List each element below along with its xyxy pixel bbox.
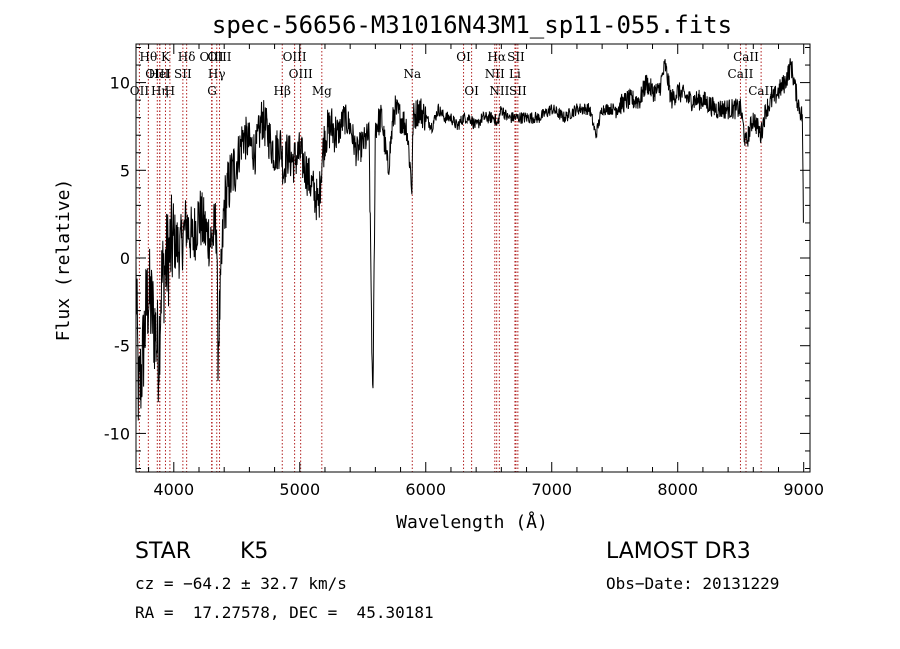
- spectral-line-label: OIII: [200, 50, 224, 64]
- spectral-line-label: Hγ: [208, 67, 226, 81]
- x-axis-label: Wavelength (Å): [396, 511, 548, 533]
- spectral-line-label: CaII: [728, 67, 754, 81]
- spectral-line-label: Hα: [487, 50, 506, 64]
- y-tick-label: -10: [104, 424, 130, 443]
- spectral-line-label: Hη: [151, 84, 169, 98]
- y-tick-label: 0: [120, 249, 130, 268]
- obs-date: Obs−Date: 20131229: [606, 574, 780, 593]
- y-tick-label: 5: [120, 161, 130, 180]
- spectral-line-label: Mg: [312, 84, 332, 98]
- x-tick-label: 6000: [405, 480, 446, 499]
- spectral-line-label: Hβ: [274, 84, 291, 98]
- object-class: STAR: [135, 539, 192, 564]
- spectral-line-label: G: [207, 84, 217, 98]
- spectral-line-label: H: [165, 84, 175, 98]
- x-tick-label: 9000: [783, 480, 824, 499]
- spectral-line-label: OIII: [207, 50, 231, 64]
- spectral-line-label: SII: [174, 67, 192, 81]
- spectral-line-label: OIII: [289, 67, 313, 81]
- spectral-line-label: NII: [485, 67, 505, 81]
- spectral-line-label: CaII: [733, 50, 759, 64]
- spectral-line-label: OI: [456, 50, 471, 64]
- spectral-line-label: OI: [464, 84, 479, 98]
- spectral-line-label: OIII: [145, 67, 169, 81]
- x-tick-label: 8000: [657, 480, 698, 499]
- y-axis-label: Flux (relative): [53, 179, 74, 342]
- spectral-line-label: HeI: [149, 67, 172, 81]
- spectral-line-label: SII: [509, 84, 527, 98]
- y-tick-label: 10: [110, 74, 130, 93]
- spectral-line-label: OII: [130, 84, 150, 98]
- spectrum-trace: [135, 58, 804, 421]
- chart-title: spec-56656-M31016N43M1_sp11-055.fits: [212, 11, 732, 39]
- x-tick-label: 7000: [531, 480, 572, 499]
- spectral-line-label: K: [161, 50, 171, 64]
- spectral-line-label: SII: [507, 50, 525, 64]
- survey-name: LAMOST DR3: [606, 539, 751, 564]
- spectral-line-label: Li: [509, 67, 521, 81]
- x-tick-label: 4000: [153, 480, 194, 499]
- spectral-line-label: Hθ: [139, 50, 157, 64]
- spectral-line-label: Na: [403, 67, 421, 81]
- spectral-line-label: CaII: [748, 84, 774, 98]
- spectral-line-label: NII: [489, 84, 509, 98]
- object-subclass: K5: [240, 539, 269, 564]
- spectral-line-label: OIII: [283, 50, 307, 64]
- coordinates: RA = 17.27578, DEC = 45.30181: [135, 603, 434, 622]
- y-tick-label: -5: [114, 337, 130, 356]
- x-tick-label: 5000: [279, 480, 320, 499]
- spectral-line-label: Hδ: [178, 50, 196, 64]
- redshift-text: cz = −64.2 ± 32.7 km/s: [135, 574, 347, 593]
